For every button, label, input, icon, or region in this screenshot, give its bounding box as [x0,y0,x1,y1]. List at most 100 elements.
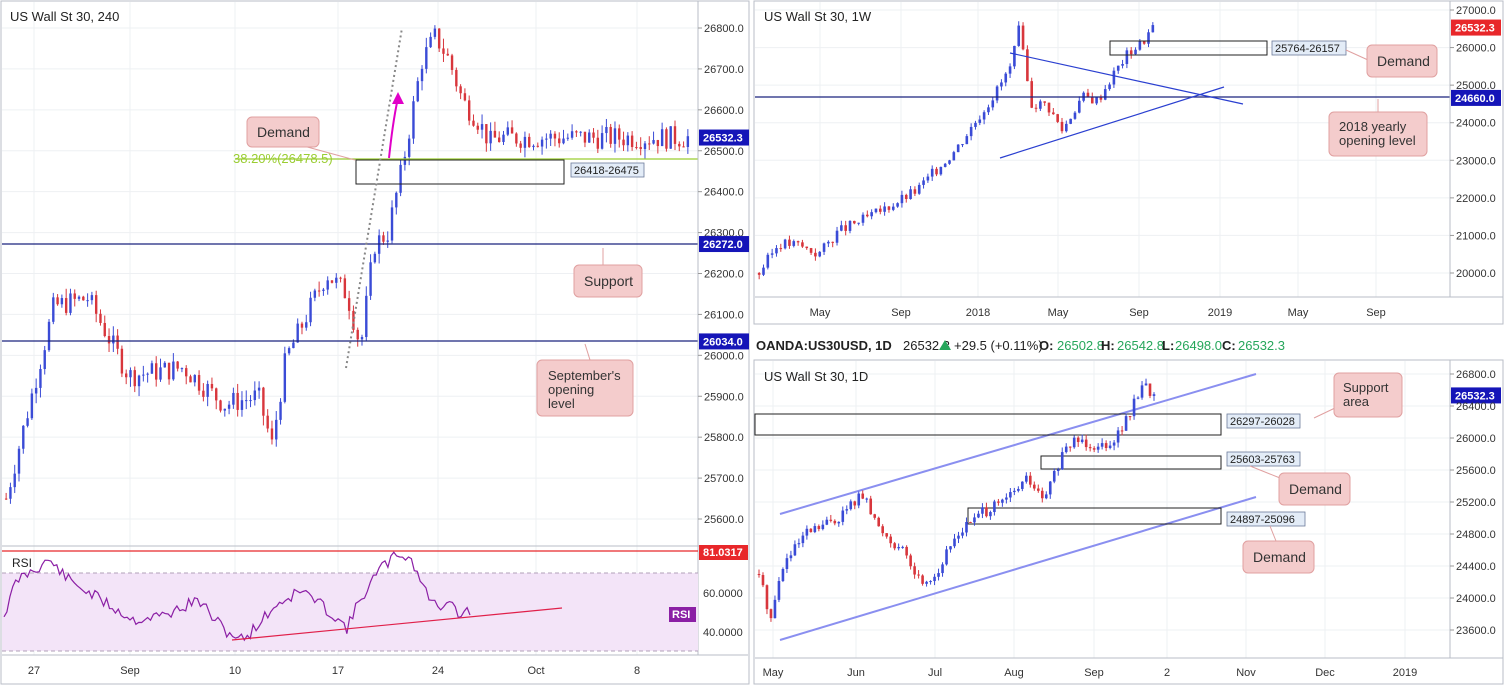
candle-body [773,599,777,619]
price-tick-label: 21000.0 [1456,230,1496,242]
candle-body [420,68,424,82]
candle-body [107,336,111,344]
h4-panel[interactable]: 38.20%(26478.5) 26418-26475 Demand Suppo… [0,0,750,685]
candle-body [982,112,986,120]
candle-body [781,568,785,582]
candle-body [1052,471,1056,482]
candle-body [480,124,484,130]
candle-body [1030,81,1034,108]
weekly-trendline-upper [1009,52,1244,105]
candle-body [869,498,873,515]
candle-body [777,581,781,600]
candle-body [322,289,325,291]
candle-body [909,555,912,567]
daily-l-value: 26498.0 [1175,338,1222,353]
candle-body [775,248,778,254]
candle-body [416,81,419,102]
candle-body [1092,448,1096,450]
price-tick-label: 25900.0 [704,391,744,403]
candle-body [373,253,377,263]
candle-body [1084,439,1088,448]
price-tick-label: 26500.0 [704,146,744,158]
candle-body [937,573,940,577]
candle-body [185,368,188,377]
h4-zone-label-bg [570,162,645,178]
candle-body [1142,41,1146,44]
weekly-trendline-lower [999,86,1225,159]
candle-body [837,521,841,524]
candle-body [155,363,158,380]
candle-body [335,277,338,283]
candle-body [446,53,449,56]
candle-body [945,549,948,565]
candle-body [769,609,773,619]
candle-body [961,532,964,536]
daily-time-axis-labels[interactable]: May Jun Jul Aug Sep 2 Nov Dec 2019 [763,667,1418,679]
candle-body [189,376,192,383]
candle-body [317,290,321,292]
candle-body [266,415,269,429]
candle-body [874,208,878,213]
candle-body [1044,494,1048,499]
price-tick-label: 24000.0 [1456,118,1496,130]
time-tick-label: 27 [28,665,40,677]
weekly-panel[interactable]: 25764-26157 Demand 2018 yearly opening l… [753,0,1504,325]
candle-body [1056,469,1060,472]
time-tick-label: Oct [527,665,544,677]
candle-body [566,137,570,139]
candle-body [985,507,988,517]
h4-time-axis-labels[interactable]: 27 Sep 10 17 24 Oct 8 [28,665,640,677]
candle-body [215,388,218,401]
candle-body [1068,446,1072,448]
candle-body [262,387,265,416]
time-tick-label: Sep [120,665,140,677]
svg-text:Demand: Demand [1377,53,1430,69]
candle-body [981,507,984,514]
weekly-demand-zone [1109,40,1268,56]
candle-body [1116,430,1120,443]
candle-body [635,147,638,149]
candle-body [626,135,630,146]
rsi-value-text: 81.0317 [703,547,743,559]
price-tag [699,333,749,350]
candle-body [870,212,873,217]
candle-body [686,136,690,147]
candle-body [917,184,921,194]
candle-body [1116,65,1120,71]
candle-body [562,138,565,144]
price-tick-label: 26100.0 [704,309,744,321]
candle-body [202,390,205,397]
candle-body [956,144,960,153]
candle-body [1086,92,1090,97]
candle-body [1076,437,1080,443]
candle-body [47,321,51,351]
weekly-time-axis-labels[interactable]: May Sep 2018 May Sep 2019 May Sep [810,307,1386,319]
candle-body [39,369,42,388]
price-tick-label: 25700.0 [704,473,744,485]
candle-body [206,383,209,397]
price-tick-label: 26700.0 [704,64,744,76]
candle-body [1021,25,1025,50]
price-tick-label: 24800.0 [1456,529,1496,541]
daily-change: +29.5 (+0.11%) [954,338,1043,353]
candle-body [925,581,928,584]
candle-body [163,362,166,368]
candle-body [1095,97,1098,104]
daily-panel[interactable]: 26297-26028 25603-25763 24897-25096 Supp… [753,359,1504,685]
rsi-badge [669,607,696,622]
candle-body [1036,488,1040,491]
candle-body [300,323,304,328]
candle-body [878,208,882,212]
candle-body [941,564,944,574]
candle-body [770,253,774,255]
price-tag-label: 26532.3 [1455,390,1495,402]
candle-body [682,146,685,148]
candle-body [232,392,235,405]
candle-body [493,130,497,138]
candle-body [305,322,308,328]
price-tag [699,129,749,146]
candle-body [822,243,826,252]
